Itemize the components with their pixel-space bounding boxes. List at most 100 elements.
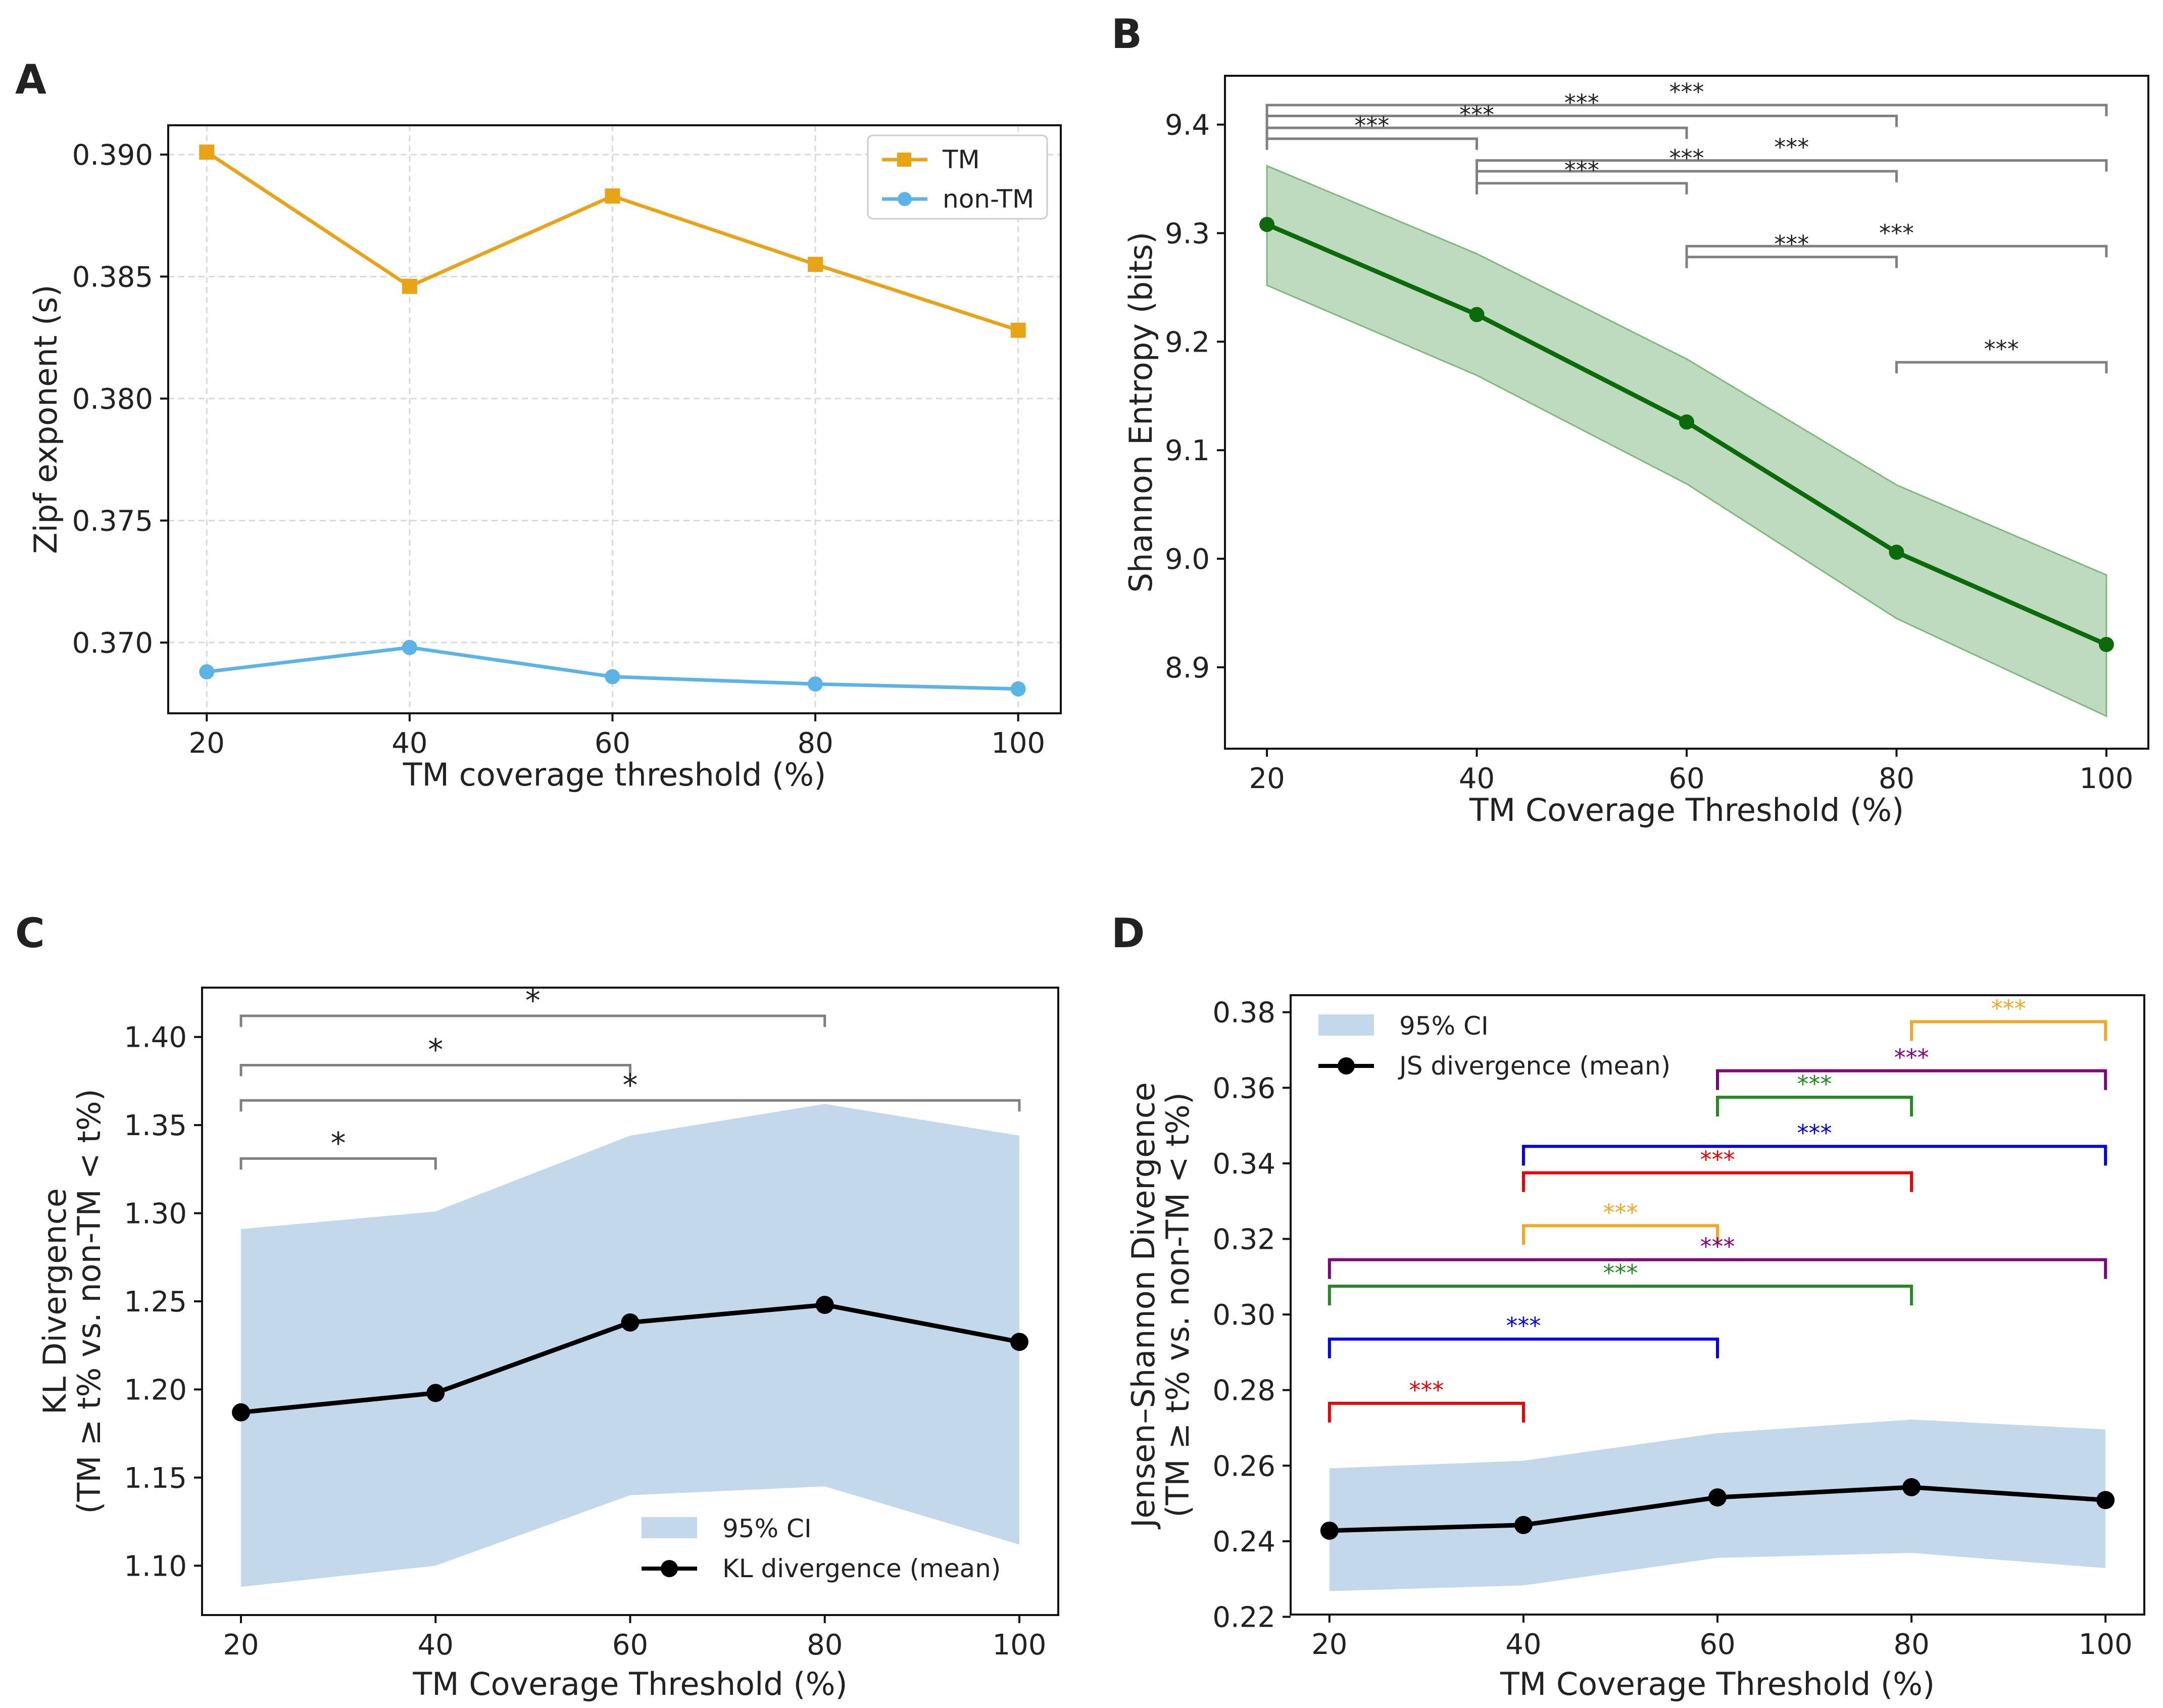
- significance-label: ***: [1700, 1146, 1735, 1174]
- significance-label: ***: [1506, 1312, 1541, 1340]
- x-tick-label: 20: [189, 727, 225, 760]
- legend-swatch-ci: [642, 1517, 697, 1538]
- y-tick-label: 0.370: [72, 627, 153, 660]
- data-point: [232, 1403, 251, 1422]
- legend-marker: [661, 1560, 678, 1577]
- legend-marker: [897, 153, 911, 167]
- x-tick-label: 20: [223, 1629, 259, 1662]
- y-axis-label: (TM ≥ t% vs. non-TM < t%): [71, 1089, 108, 1514]
- panel-d: D *** *** *** *** *** *** *** *** *** *** 20 40 60 80 1…: [1111, 910, 2145, 1702]
- legend-swatch-ci: [1318, 1014, 1374, 1036]
- data-point: [199, 144, 215, 160]
- significance-label: *: [428, 1033, 443, 1068]
- ci-band: [1266, 165, 2107, 717]
- significance-label: ***: [1564, 89, 1599, 116]
- y-axis-label: Jensen–Shannon Divergence: [1125, 1082, 1162, 1530]
- significance-label: ***: [1894, 1044, 1929, 1071]
- x-axis-label: TM coverage threshold (%): [403, 756, 826, 793]
- significance-bracket: [1328, 1337, 1719, 1358]
- data-point: [1902, 1478, 1921, 1496]
- significance-bracket: [1328, 1284, 1913, 1305]
- panel-letter-b: B: [1111, 11, 1142, 58]
- significance-label: ***: [1459, 101, 1494, 128]
- y-tick-label: 1.25: [124, 1286, 187, 1319]
- x-axis-label: TM Coverage Threshold (%): [1469, 792, 1904, 828]
- x-tick-label: 40: [418, 1629, 454, 1662]
- significance-bracket: [1328, 1401, 1525, 1423]
- significance-bracket: [1476, 159, 2108, 172]
- data-point: [1010, 681, 1026, 697]
- y-tick-label: 1.35: [124, 1109, 187, 1142]
- data-point: [1514, 1516, 1533, 1534]
- legend-marker: [1338, 1057, 1355, 1075]
- significance-bracket: [1521, 1145, 2107, 1166]
- y-tick-label: 1.15: [124, 1462, 187, 1495]
- y-tick-label: 9.3: [1165, 218, 1210, 251]
- x-tick-label: 100: [2079, 1628, 2133, 1661]
- y-tick-label: 0.38: [1212, 997, 1275, 1030]
- legend-marker: [898, 192, 912, 206]
- x-tick-label: 60: [1699, 1628, 1735, 1661]
- panel-letter-d: D: [1111, 910, 1145, 957]
- x-tick-label: 40: [1505, 1628, 1541, 1661]
- significance-bracket: [1328, 1258, 2107, 1279]
- significance-bracket: [1716, 1069, 2107, 1090]
- data-point: [402, 278, 417, 294]
- significance-bracket: [239, 1064, 631, 1077]
- y-axis-label: Shannon Entropy (bits): [1122, 232, 1159, 593]
- data-point: [808, 257, 823, 272]
- significance-bracket: [1265, 114, 1898, 127]
- data-point: [2098, 637, 2114, 652]
- significance-label: ***: [1774, 134, 1809, 161]
- panel-b: B *** *** *** *** *** *** *** *** *** *** 20 40 60 80 1…: [1111, 11, 2149, 828]
- x-tick-label: 80: [797, 727, 833, 760]
- y-tick-label: 0.390: [72, 139, 153, 172]
- significance-bracket: [1476, 170, 1898, 183]
- x-tick-label: 100: [2079, 762, 2133, 795]
- data-point: [1889, 545, 1904, 560]
- x-tick-label: 60: [1668, 762, 1704, 795]
- x-tick-label: 60: [612, 1629, 648, 1662]
- y-tick-label: 8.9: [1165, 652, 1210, 685]
- significance-label: ***: [1669, 144, 1704, 172]
- y-axis-label: (TM ≥ t% vs. non-TM < t%): [1159, 1092, 1196, 1518]
- significance-bracket: [1476, 182, 1688, 194]
- x-tick-label: 40: [1459, 762, 1495, 795]
- significance-bracket: [1521, 1171, 1913, 1192]
- x-axis-label: TM Coverage Threshold (%): [412, 1666, 847, 1702]
- data-point: [426, 1384, 445, 1402]
- legend-label-mean: JS divergence (mean): [1398, 1051, 1670, 1081]
- y-tick-label: 0.36: [1212, 1072, 1275, 1105]
- y-tick-label: 0.32: [1212, 1223, 1275, 1256]
- significance-label: ***: [1700, 1233, 1735, 1260]
- significance-label: ***: [1879, 219, 1914, 247]
- y-tick-label: 0.26: [1212, 1450, 1275, 1483]
- legend-label-ci: 95% CI: [1399, 1011, 1489, 1041]
- x-axis-label: TM Coverage Threshold (%): [1500, 1666, 1935, 1702]
- significance-bracket: [1265, 104, 2108, 117]
- data-point: [621, 1313, 640, 1332]
- significance-bracket: [1895, 361, 2108, 374]
- data-point: [1010, 322, 1026, 338]
- data-point: [1259, 217, 1275, 232]
- significance-label: ***: [1564, 157, 1599, 184]
- significance-label: ***: [1603, 1259, 1638, 1287]
- y-tick-label: 9.0: [1165, 543, 1210, 576]
- legend-label-ci: 95% CI: [722, 1514, 812, 1543]
- x-tick-label: 40: [391, 727, 427, 760]
- x-tick-label: 100: [991, 727, 1045, 760]
- y-tick-label: 9.2: [1165, 326, 1210, 359]
- data-point: [2096, 1491, 2115, 1509]
- significance-label: *: [331, 1126, 346, 1161]
- significance-label: ***: [1984, 335, 2019, 363]
- data-point: [815, 1295, 834, 1314]
- significance-bracket: [1910, 1020, 2107, 1041]
- y-axis-label: KL Divergence: [36, 1188, 73, 1414]
- y-tick-label: 1.40: [124, 1021, 187, 1054]
- significance-bracket: [1265, 126, 1688, 139]
- significance-bracket: [1265, 137, 1479, 150]
- significance-label: ***: [1774, 230, 1809, 258]
- significance-label: ***: [1991, 995, 2026, 1022]
